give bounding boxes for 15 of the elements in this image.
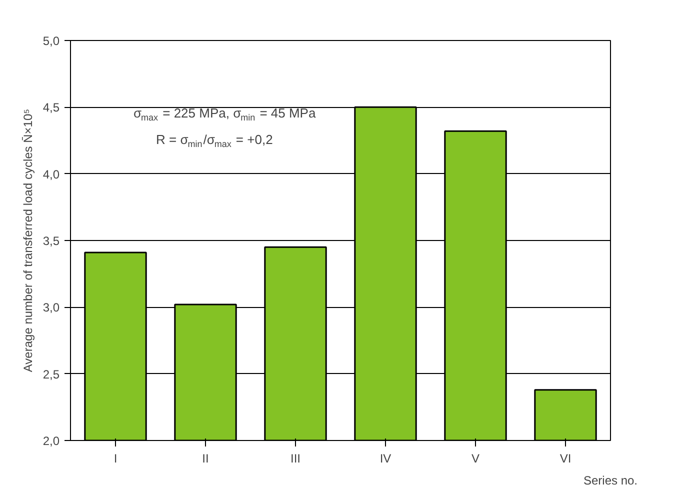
y-tick-label: 2,5 [42, 367, 60, 382]
x-tick-label: II [202, 452, 209, 466]
y-tick-label: 5,0 [42, 34, 60, 48]
x-tick-label: V [472, 452, 480, 466]
y-tick-label: 4,5 [42, 100, 60, 115]
x-axis-title: Series no. [583, 474, 638, 488]
y-tick-label: 2,0 [42, 434, 60, 448]
x-tick-label: III [290, 452, 301, 466]
y-tick-label: 3,5 [42, 234, 60, 248]
x-tick-label: VI [560, 452, 572, 466]
y-tick-label: 4,0 [42, 167, 60, 182]
y-axis-title: Average number of transferred load cycles N̄×10⁵ [20, 108, 35, 372]
x-tick-label: I [114, 452, 118, 466]
y-tick-label: 3,0 [42, 300, 60, 315]
x-tick-label: IV [380, 452, 392, 466]
